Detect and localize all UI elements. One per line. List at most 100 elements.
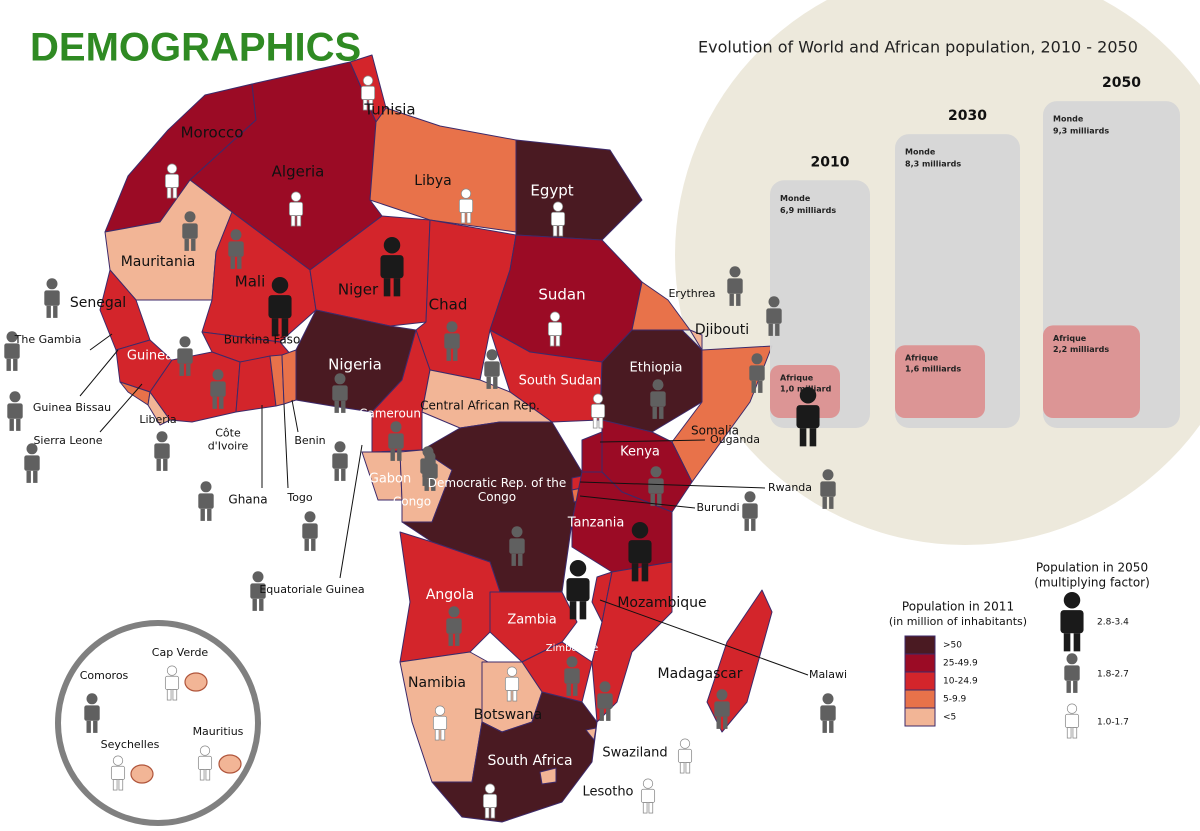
icon-head [200, 481, 212, 493]
country-label: Erythrea [668, 287, 715, 300]
country-label: Lesotho [582, 785, 633, 800]
icon-head [434, 705, 446, 716]
icon-leg [304, 538, 309, 551]
icon-leg [775, 323, 780, 336]
legend-label: 2.8-3.4 [1097, 618, 1129, 628]
leader-line [99, 383, 143, 433]
country-area [591, 561, 673, 723]
icon-leg [296, 215, 302, 227]
icon-body [422, 463, 438, 479]
icon-leg [230, 256, 235, 269]
legend-swatch [904, 671, 936, 691]
icon-body [1064, 665, 1080, 681]
person-icon [550, 201, 566, 237]
icon-leg [606, 708, 611, 721]
icon-leg [33, 470, 38, 483]
icon-leg [271, 318, 279, 337]
person-icon [446, 606, 462, 646]
person-icon [210, 369, 226, 409]
icon-leg [455, 633, 460, 646]
icon-leg [1066, 727, 1072, 739]
legend-swatch [904, 635, 936, 655]
country-label: Malawi [809, 668, 847, 681]
icon-body [182, 223, 198, 239]
icon-leg [6, 358, 11, 371]
series-name: Monde [1053, 115, 1084, 124]
icon-leg [397, 448, 402, 461]
icon-leg [362, 99, 368, 111]
country-label: Côte d'Ivoire [208, 427, 249, 453]
person-icon [4, 331, 20, 371]
icon-leg [453, 348, 458, 361]
icon-leg [799, 428, 807, 447]
icon-body [820, 481, 836, 497]
country-label: South Africa [487, 753, 572, 769]
islands-inset [55, 620, 261, 826]
icon-head [486, 349, 498, 361]
icon-leg [744, 518, 749, 531]
icon-body [110, 765, 126, 780]
icon-leg [393, 278, 401, 297]
icon-head [362, 75, 374, 86]
icon-leg [552, 225, 558, 237]
country-label: Mali [235, 273, 265, 291]
legend-subtitle: (in million of inhabitants) [889, 615, 1027, 628]
person-icon [648, 466, 664, 506]
icon-leg [390, 448, 395, 461]
icon-body [444, 333, 460, 349]
icon-body [288, 201, 304, 216]
person-icon [1060, 591, 1084, 652]
person-icon [677, 738, 693, 774]
icon-head [212, 369, 224, 381]
icon-body [446, 618, 462, 634]
icon-leg [493, 376, 498, 389]
icon-leg [219, 396, 224, 409]
icon-leg [434, 729, 440, 741]
icon-leg [200, 508, 205, 521]
icon-leg [237, 256, 242, 269]
icon-leg [1063, 633, 1071, 652]
icon-head [179, 336, 191, 348]
icon-body [628, 540, 652, 564]
icon-body [650, 391, 666, 407]
icon-leg [281, 318, 289, 337]
icon-body [197, 755, 213, 770]
icon-body [677, 748, 693, 763]
person-icon [504, 666, 520, 702]
icon-leg [679, 762, 685, 774]
icon-leg [659, 406, 664, 419]
country-label: Burundi [696, 501, 739, 514]
country-label: Libya [414, 173, 451, 189]
icon-head [166, 665, 178, 676]
data-label: 9,3 milliards [1053, 127, 1109, 136]
icon-leg [446, 348, 451, 361]
country-label: Mauritania [121, 254, 196, 270]
legend-label: 25-49.9 [943, 659, 978, 669]
icon-leg [311, 538, 316, 551]
icon-leg [172, 187, 178, 199]
icon-leg [448, 633, 453, 646]
icon-body [228, 241, 244, 257]
icon-body [84, 705, 100, 721]
icon-leg [652, 406, 657, 419]
icon-body [388, 433, 404, 449]
icon-head [744, 491, 756, 503]
country-area [431, 691, 598, 823]
icon-leg [599, 708, 604, 721]
icon-body [458, 198, 474, 213]
country-label: Togo [286, 491, 313, 504]
country-label: Zambia [507, 613, 556, 628]
icon-body [727, 278, 743, 294]
icon-body [198, 493, 214, 509]
data-label: 2,2 milliards [1053, 345, 1109, 354]
x-tick-label: 2010 [811, 154, 850, 170]
person-icon [444, 321, 460, 361]
icon-head [383, 236, 401, 254]
country-label: Chad [429, 296, 468, 314]
country-label: Sudan [538, 286, 585, 304]
icon-head [6, 331, 18, 343]
country-label: Equatoriale Guinea [259, 583, 364, 596]
legend-swatch [904, 653, 936, 673]
icon-leg [86, 720, 91, 733]
icon-leg [205, 769, 211, 781]
